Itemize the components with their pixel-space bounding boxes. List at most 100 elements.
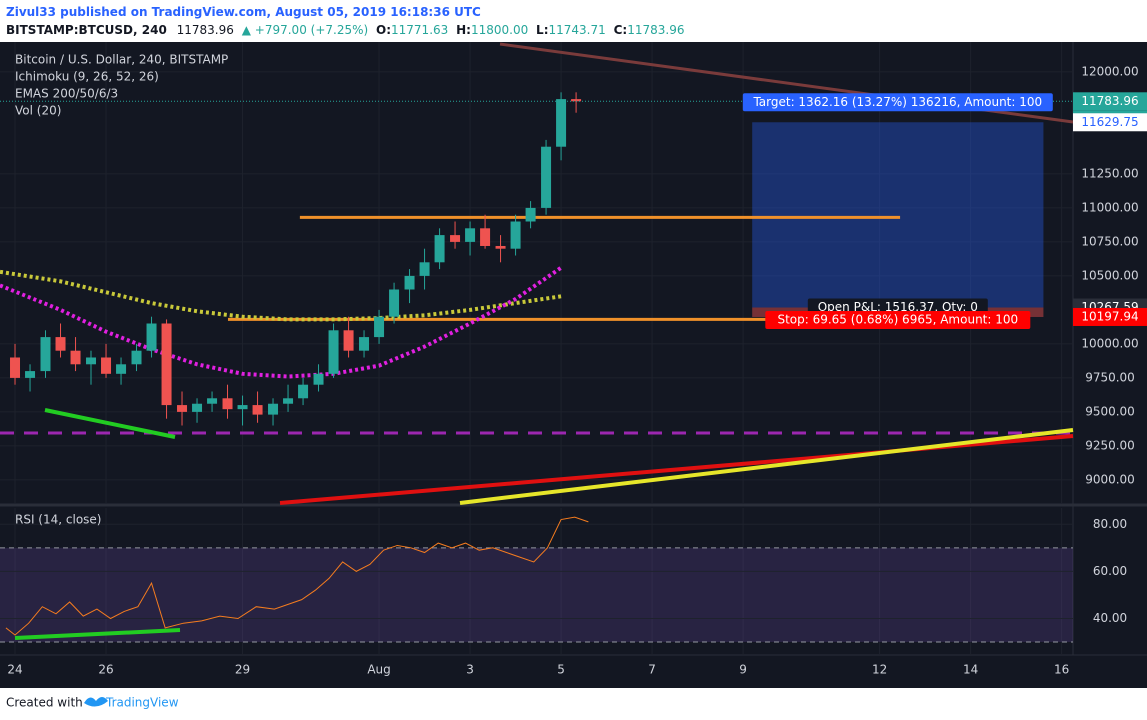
candle-body <box>374 316 385 338</box>
chart-title: Bitcoin / U.S. Dollar, 240, BITSTAMP <box>15 53 228 67</box>
x-tick-label: 7 <box>648 663 656 677</box>
ohlc-value: 11743.71 <box>549 23 606 37</box>
x-tick-label: 16 <box>1054 663 1069 677</box>
y-tick-label: 11250.00 <box>1081 166 1138 180</box>
drawings <box>0 42 1074 640</box>
position-label-bg <box>742 93 1053 112</box>
ema-line <box>0 269 562 322</box>
quote-line: BITSTAMP:BTCUSD, 240 11783.96 ▲ +797.00 … <box>6 23 684 37</box>
header-bg <box>0 0 1147 42</box>
candle-body <box>222 398 233 410</box>
candle-body <box>556 99 567 147</box>
rsi-band <box>0 547 1073 643</box>
price-badge-label: 11783.96 <box>1081 94 1138 108</box>
candle-body <box>25 371 36 378</box>
chart-bg <box>0 42 1147 688</box>
footer-created: Created with <box>6 696 83 710</box>
y-tick-label: 9750.00 <box>1085 370 1135 384</box>
candle-body <box>70 350 81 365</box>
up-arrow: ▲ <box>242 23 252 37</box>
price-badge-label: 10197.94 <box>1081 309 1138 323</box>
y-tick-label: 9250.00 <box>1085 438 1135 452</box>
candle-body <box>313 373 324 385</box>
candle-body <box>359 337 370 351</box>
ohlc-value: 11771.63 <box>391 23 448 37</box>
ema-line <box>0 266 563 379</box>
price-badge-label: 11629.75 <box>1081 115 1138 129</box>
x-tick-label: 24 <box>7 663 22 677</box>
candle-body <box>328 330 339 374</box>
candle-body <box>40 337 51 372</box>
candle-body <box>268 403 279 415</box>
price-badge <box>1073 113 1147 132</box>
candle-body <box>450 235 461 242</box>
trend-line <box>459 428 1074 505</box>
candle-body <box>495 245 506 249</box>
ohlc-label: H: <box>456 23 471 37</box>
price: 11783.96 <box>177 23 234 37</box>
candle-body <box>434 235 445 263</box>
candle-body <box>101 357 112 374</box>
position-label: Stop: 69.65 (0.68%) 6965, Amount: 100 <box>777 312 1018 326</box>
candle-body <box>177 405 188 412</box>
candle-body <box>10 357 21 378</box>
x-tick-label: 14 <box>963 663 978 677</box>
brand-logo <box>84 697 108 707</box>
y-tick-label: 60.00 <box>1093 564 1127 578</box>
y-tick-label: 40.00 <box>1093 611 1127 625</box>
candle-body <box>343 330 354 351</box>
footer-brand[interactable]: TradingView <box>105 696 179 710</box>
candle-body <box>192 403 203 412</box>
footer-bg <box>0 688 1147 720</box>
candle-body <box>146 323 157 351</box>
x-tick-label: 12 <box>872 663 887 677</box>
ohlc-label: C: <box>614 23 628 37</box>
y-tick-label: 10000.00 <box>1081 336 1138 350</box>
candle-body <box>465 228 476 242</box>
x-tick-label: Aug <box>367 663 390 677</box>
y-tick-label: 12000.00 <box>1081 64 1138 78</box>
position-label: Open P&L: 1516.37, Qty: 0 <box>818 300 978 314</box>
indicator-label: EMAS 200/50/6/3 <box>15 87 118 101</box>
publish-line: Zivul33 published on TradingView.com, Au… <box>6 5 481 19</box>
candle-body <box>389 289 400 317</box>
trend-line <box>44 408 176 439</box>
x-tick-label: 9 <box>739 663 747 677</box>
y-tick-label: 10500.00 <box>1081 268 1138 282</box>
candle-body <box>541 146 552 208</box>
candle-body <box>86 357 97 365</box>
candle-body <box>419 262 430 276</box>
rsi-title: RSI (14, close) <box>15 513 101 527</box>
candle-body <box>298 384 309 399</box>
candle-body <box>525 207 536 222</box>
candle-body <box>510 221 521 249</box>
target-zone <box>752 122 1044 308</box>
position-label: Target: 1362.16 (13.27%) 136216, Amount:… <box>752 95 1042 109</box>
x-tick-label: 26 <box>98 663 113 677</box>
y-tick-label: 11000.00 <box>1081 200 1138 214</box>
candle-body <box>252 405 263 415</box>
candle-body <box>571 99 582 102</box>
price-badge <box>1073 307 1147 326</box>
change: +797.00 (+7.25%) <box>255 23 368 37</box>
candle-body <box>161 323 172 406</box>
candle-body <box>237 405 248 410</box>
ohlc-label: O: <box>376 23 391 37</box>
rsi-trend-line <box>14 628 181 640</box>
candle-body <box>207 398 218 404</box>
y-tick-label: 9000.00 <box>1085 472 1135 486</box>
indicator-label: Vol (20) <box>15 104 61 118</box>
candle-body <box>480 228 491 246</box>
price-badge <box>1073 92 1147 111</box>
position-label-bg <box>765 310 1031 329</box>
candle-body <box>55 337 66 351</box>
y-tick-label: 10750.00 <box>1081 234 1138 248</box>
rsi-line <box>5 516 589 636</box>
indicator-label: Ichimoku (9, 26, 52, 26) <box>15 70 159 84</box>
y-tick-label: 80.00 <box>1093 517 1127 531</box>
ohlc-label: L: <box>536 23 548 37</box>
x-tick-label: 3 <box>466 663 474 677</box>
candle-body <box>283 398 294 404</box>
candle-body <box>131 350 142 365</box>
